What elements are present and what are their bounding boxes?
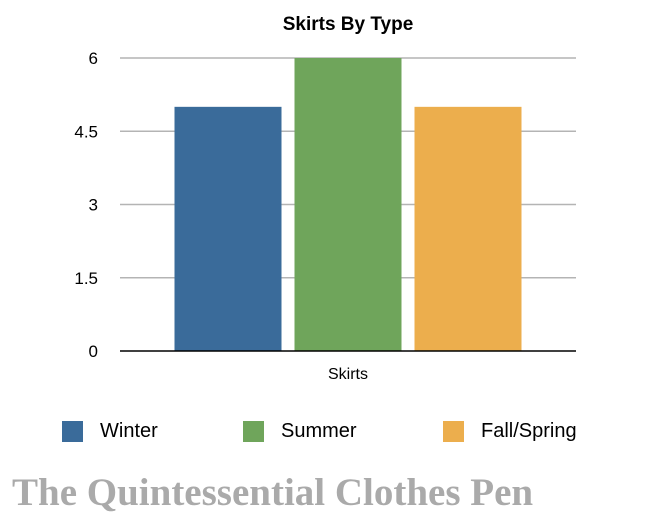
bar-fall-spring <box>414 106 522 351</box>
legend-swatch-summer <box>243 421 264 442</box>
y-tick-label: 0 <box>89 342 98 361</box>
bar-summer <box>294 58 402 351</box>
legend-swatch-winter <box>62 421 83 442</box>
legend-label-winter: Winter <box>100 420 158 442</box>
y-tick-label: 6 <box>89 49 98 68</box>
x-category-label: Skirts <box>328 366 368 383</box>
y-tick-label: 3 <box>89 196 98 215</box>
legend-swatch-fall-spring <box>443 421 464 442</box>
bar-chart: 0 1.5 3 4.5 6 Skirts <box>74 49 576 383</box>
y-tick-label: 1.5 <box>74 269 98 288</box>
y-tick-label: 4.5 <box>74 122 98 141</box>
watermark: The Quintessential Clothes Pen <box>12 471 534 514</box>
legend-item-winter: Winter <box>62 420 158 443</box>
legend-item-summer: Summer <box>243 420 357 443</box>
legend-label-summer: Summer <box>281 420 357 442</box>
bar-winter <box>174 106 282 351</box>
legend-item-fall-spring: Fall/Spring <box>443 420 577 443</box>
chart-title: Skirts By Type <box>282 14 414 35</box>
legend-label-fall-spring: Fall/Spring <box>481 420 577 442</box>
